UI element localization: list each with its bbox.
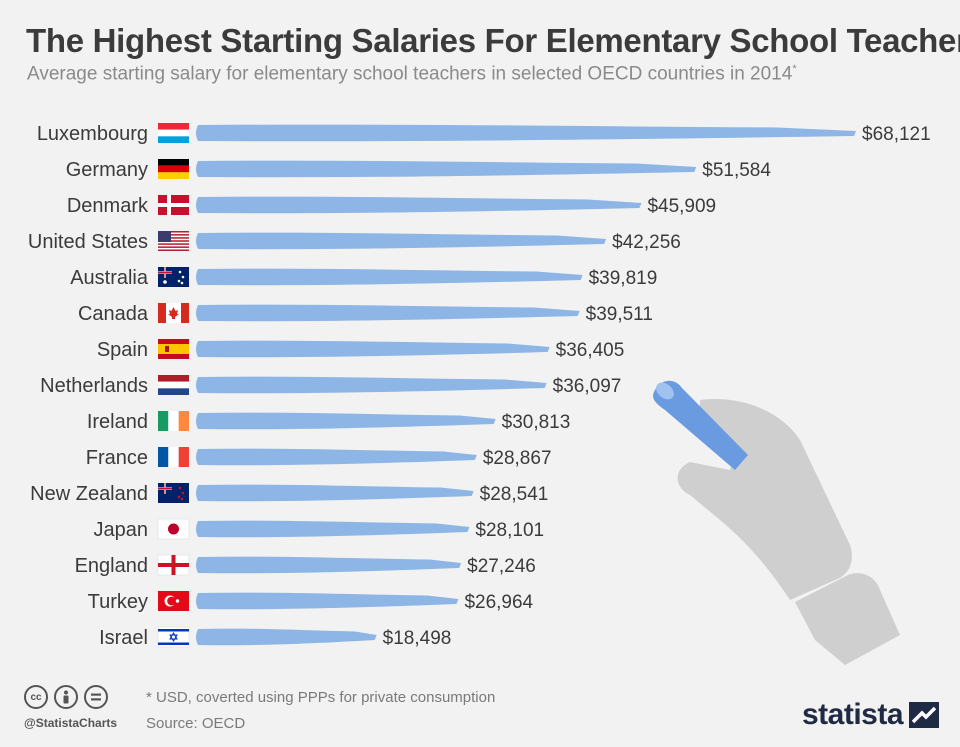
bar-row: New Zealand $28,541 bbox=[30, 483, 548, 505]
chalk-shape bbox=[653, 380, 748, 470]
value-label: $26,964 bbox=[464, 592, 533, 613]
category-label: Canada bbox=[78, 303, 149, 325]
bar bbox=[196, 448, 477, 466]
bar bbox=[196, 412, 496, 430]
brand-name: statista bbox=[802, 698, 904, 731]
bar bbox=[196, 376, 547, 394]
category-label: Turkey bbox=[88, 591, 148, 613]
value-label: $28,541 bbox=[480, 484, 549, 505]
united-states-flag bbox=[158, 231, 189, 251]
bar-row: United States $42,256 bbox=[28, 231, 681, 253]
sleeve-shape bbox=[795, 573, 900, 665]
ireland-flag bbox=[158, 411, 189, 431]
category-label: Netherlands bbox=[40, 375, 148, 397]
no-derivatives-icon bbox=[84, 685, 108, 709]
category-label: France bbox=[86, 447, 148, 469]
new-zealand-flag bbox=[158, 483, 189, 503]
bar-row: Canada $39,511 bbox=[78, 303, 653, 325]
subtitle-text: Average starting salary for elementary s… bbox=[27, 63, 793, 85]
category-label: England bbox=[75, 555, 148, 577]
value-label: $36,405 bbox=[556, 340, 625, 361]
category-label: Israel bbox=[99, 627, 148, 649]
bar-row: Japan $28,101 bbox=[94, 518, 544, 541]
hand-shape bbox=[677, 399, 852, 600]
bar bbox=[196, 340, 550, 358]
value-label: $45,909 bbox=[647, 196, 716, 217]
bar-row: Luxembourg $68,121 bbox=[37, 123, 931, 145]
turkey-flag bbox=[158, 591, 189, 611]
bar-row: Netherlands $36,097 bbox=[40, 375, 621, 397]
statista-logo[interactable]: statista bbox=[802, 698, 940, 732]
chalk-tip bbox=[656, 382, 674, 400]
bar bbox=[196, 268, 583, 286]
chart-subtitle: Average starting salary for elementary s… bbox=[27, 63, 797, 85]
bar-row: Germany $51,584 bbox=[66, 159, 771, 181]
bar-row: Israel $18,498 bbox=[99, 626, 452, 649]
japan-flag bbox=[157, 518, 190, 540]
category-label: Denmark bbox=[67, 195, 149, 217]
denmark-flag bbox=[158, 195, 189, 215]
luxembourg-flag bbox=[158, 123, 189, 143]
value-label: $28,867 bbox=[483, 448, 552, 469]
england-flag bbox=[157, 554, 190, 576]
bar bbox=[196, 484, 474, 502]
bar-row: France $28,867 bbox=[86, 447, 552, 469]
category-label: Ireland bbox=[87, 411, 148, 433]
bar bbox=[196, 520, 470, 538]
value-label: $27,246 bbox=[467, 556, 536, 577]
statista-logo-icon bbox=[909, 702, 940, 728]
bar bbox=[196, 556, 462, 574]
canada-flag bbox=[158, 303, 189, 323]
category-label: Germany bbox=[66, 159, 148, 181]
license-icons: cc bbox=[24, 685, 108, 709]
bar-row: Ireland $30,813 bbox=[87, 411, 570, 433]
bar-row: Denmark $45,909 bbox=[67, 195, 716, 217]
category-label: Luxembourg bbox=[37, 123, 148, 145]
bar-row: Turkey $26,964 bbox=[88, 591, 534, 613]
value-label: $39,511 bbox=[586, 304, 653, 325]
source-note: Source: OECD bbox=[146, 715, 246, 732]
value-label: $51,584 bbox=[702, 160, 771, 181]
bar bbox=[196, 592, 459, 610]
bar bbox=[196, 124, 856, 142]
bar-row: England $27,246 bbox=[75, 554, 536, 577]
spain-flag bbox=[158, 339, 189, 359]
bar-row: Australia $39,819 bbox=[70, 267, 657, 289]
bar bbox=[196, 628, 377, 646]
france-flag bbox=[158, 447, 189, 467]
cc-icon: cc bbox=[24, 685, 48, 709]
bar bbox=[196, 304, 580, 322]
value-label: $42,256 bbox=[612, 232, 681, 253]
value-label: $18,498 bbox=[383, 628, 452, 649]
israel-flag bbox=[157, 626, 190, 648]
attribution-icon bbox=[54, 685, 78, 709]
value-label: $39,819 bbox=[589, 268, 658, 289]
value-label: $30,813 bbox=[502, 412, 571, 433]
bar bbox=[196, 196, 642, 214]
germany-flag bbox=[158, 159, 189, 179]
subtitle-asterisk: * bbox=[792, 63, 797, 75]
bar-row: Spain $36,405 bbox=[97, 339, 624, 361]
australia-flag bbox=[158, 267, 189, 287]
value-label: $28,101 bbox=[475, 520, 544, 541]
bar bbox=[196, 160, 697, 178]
bar bbox=[196, 232, 607, 250]
category-label: Spain bbox=[97, 339, 148, 361]
netherlands-flag bbox=[158, 375, 189, 395]
category-label: United States bbox=[28, 231, 148, 253]
category-label: New Zealand bbox=[30, 483, 148, 505]
footnote: * USD, coverted using PPPs for private c… bbox=[146, 689, 496, 706]
hand-chalk-illustration bbox=[653, 380, 900, 665]
category-label: Japan bbox=[94, 519, 149, 541]
twitter-handle[interactable]: @StatistaCharts bbox=[24, 716, 118, 730]
value-label: $68,121 bbox=[862, 124, 931, 145]
chart-title: The Highest Starting Salaries For Elemen… bbox=[26, 22, 960, 59]
value-label: $36,097 bbox=[553, 376, 622, 397]
category-label: Australia bbox=[70, 267, 149, 289]
